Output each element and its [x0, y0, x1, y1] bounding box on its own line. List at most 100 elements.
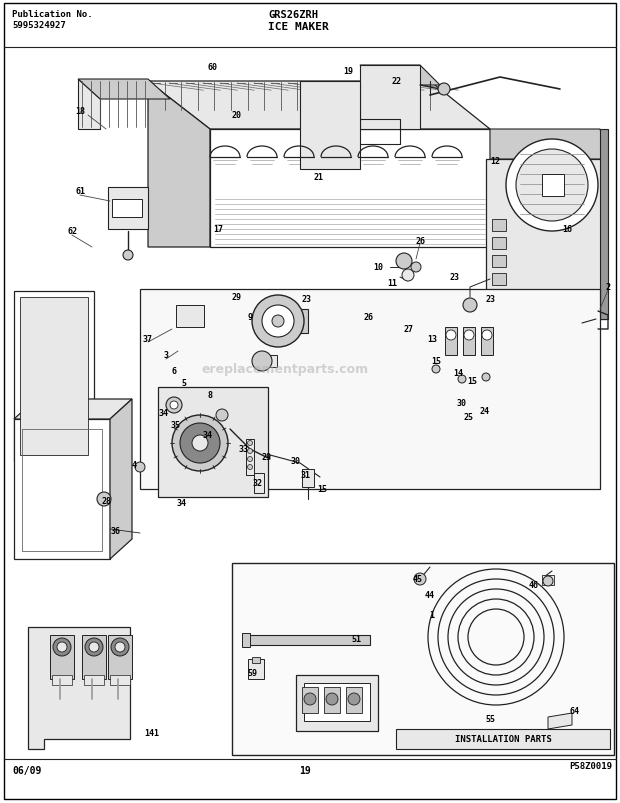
- Bar: [50, 635, 74, 679]
- Text: 30: 30: [291, 457, 301, 466]
- Bar: [246, 439, 254, 475]
- Text: 15: 15: [431, 357, 441, 366]
- Text: 35: 35: [171, 421, 181, 430]
- Circle shape: [89, 642, 99, 652]
- Text: 11: 11: [387, 279, 397, 288]
- Circle shape: [180, 423, 220, 463]
- Polygon shape: [600, 130, 608, 320]
- Polygon shape: [110, 400, 132, 560]
- Circle shape: [247, 449, 252, 454]
- Bar: [445, 328, 457, 356]
- Circle shape: [463, 299, 477, 312]
- Circle shape: [482, 373, 490, 381]
- Circle shape: [506, 140, 598, 232]
- Circle shape: [482, 331, 492, 340]
- Polygon shape: [210, 130, 490, 247]
- Polygon shape: [490, 130, 608, 160]
- Bar: [242, 634, 250, 647]
- Text: 55: 55: [485, 715, 495, 724]
- Text: 2: 2: [606, 283, 611, 292]
- Circle shape: [115, 642, 125, 652]
- Bar: [346, 687, 362, 713]
- Circle shape: [192, 435, 208, 451]
- Circle shape: [432, 365, 440, 373]
- Circle shape: [304, 693, 316, 705]
- Text: 5: 5: [182, 379, 187, 388]
- Bar: [254, 474, 264, 493]
- Text: 16: 16: [562, 225, 572, 234]
- Text: ICE MAKER: ICE MAKER: [268, 22, 329, 32]
- Text: 44: 44: [425, 591, 435, 600]
- Bar: [542, 575, 554, 585]
- Text: 46: 46: [529, 581, 539, 589]
- Circle shape: [402, 270, 414, 282]
- Text: 24: 24: [479, 407, 489, 416]
- Bar: [296, 675, 378, 731]
- Bar: [542, 175, 564, 197]
- Bar: [396, 729, 610, 749]
- Text: 15: 15: [467, 377, 477, 386]
- Circle shape: [464, 331, 474, 340]
- Text: 10: 10: [373, 263, 383, 272]
- Text: 29: 29: [261, 453, 271, 462]
- Polygon shape: [78, 80, 100, 130]
- Text: 23: 23: [485, 296, 495, 304]
- Circle shape: [348, 693, 360, 705]
- Circle shape: [543, 577, 553, 586]
- Text: GRS26ZRH: GRS26ZRH: [268, 10, 318, 20]
- Bar: [252, 657, 260, 663]
- Text: 5995324927: 5995324927: [12, 21, 66, 30]
- Text: 59: 59: [247, 669, 257, 678]
- Bar: [232, 563, 614, 755]
- Circle shape: [247, 465, 252, 470]
- Bar: [110, 675, 130, 685]
- Text: 30: 30: [457, 399, 467, 408]
- Bar: [492, 220, 506, 232]
- Bar: [112, 200, 142, 218]
- Polygon shape: [108, 188, 148, 230]
- Bar: [20, 298, 88, 455]
- Bar: [492, 238, 506, 250]
- Circle shape: [252, 352, 272, 372]
- Text: 17: 17: [213, 225, 223, 234]
- Text: 22: 22: [392, 77, 402, 87]
- Bar: [486, 160, 606, 320]
- Text: 23: 23: [449, 273, 459, 282]
- Text: ereplacementparts.com: ereplacementparts.com: [202, 363, 368, 376]
- Bar: [255, 356, 277, 368]
- Circle shape: [446, 331, 456, 340]
- Text: 9: 9: [247, 313, 252, 322]
- Circle shape: [53, 638, 71, 656]
- Bar: [84, 675, 104, 685]
- Text: 19: 19: [343, 67, 353, 76]
- Bar: [463, 328, 475, 356]
- Bar: [492, 274, 506, 286]
- Polygon shape: [14, 419, 110, 560]
- Text: 61: 61: [75, 187, 85, 196]
- Polygon shape: [28, 627, 130, 749]
- Text: 8: 8: [208, 391, 213, 400]
- Text: Publication No.: Publication No.: [12, 10, 92, 19]
- Circle shape: [411, 263, 421, 273]
- Text: 32: 32: [253, 479, 263, 488]
- Text: 06/09: 06/09: [12, 765, 42, 775]
- Text: 27: 27: [403, 325, 413, 334]
- Text: 23: 23: [301, 296, 311, 304]
- Bar: [52, 675, 72, 685]
- Circle shape: [252, 296, 304, 348]
- Bar: [302, 687, 318, 713]
- Polygon shape: [148, 82, 210, 247]
- Bar: [492, 255, 506, 267]
- Bar: [302, 470, 314, 487]
- Text: 14: 14: [453, 369, 463, 378]
- Bar: [82, 635, 106, 679]
- Circle shape: [170, 402, 178, 410]
- Circle shape: [247, 457, 252, 462]
- Text: 25: 25: [463, 413, 473, 422]
- Text: 15: 15: [317, 485, 327, 494]
- Circle shape: [516, 150, 588, 222]
- Text: 19: 19: [299, 765, 311, 775]
- Polygon shape: [360, 66, 440, 86]
- Bar: [14, 291, 94, 462]
- Text: 64: 64: [569, 707, 579, 715]
